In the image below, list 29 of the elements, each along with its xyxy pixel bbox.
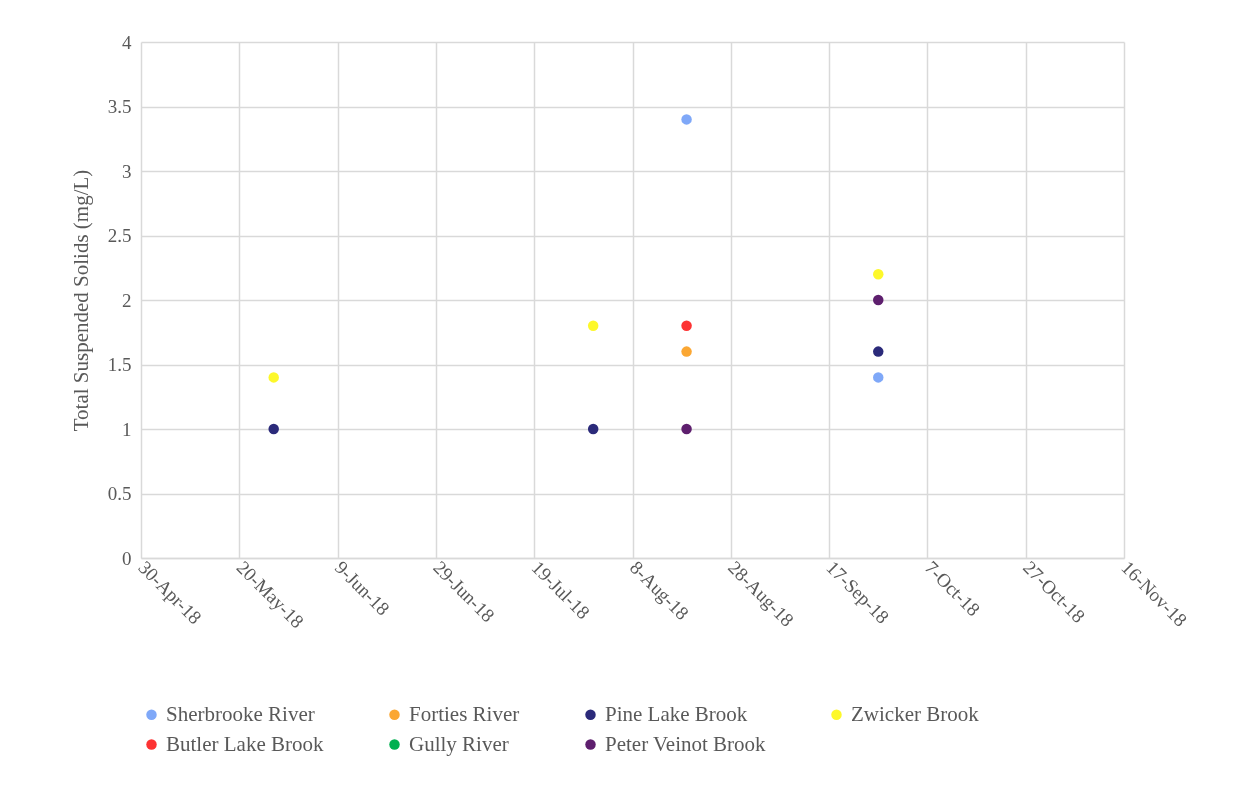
y-tick-label: 3	[122, 160, 132, 182]
legend-label: Zwicker Brook	[851, 701, 980, 726]
point	[587, 320, 599, 332]
point	[873, 294, 884, 306]
legend-label: Peter Veinot Brook	[605, 731, 767, 756]
point	[681, 346, 692, 357]
y-tick-label: 0.5	[107, 483, 132, 504]
point	[873, 372, 884, 383]
point	[268, 423, 279, 435]
point	[873, 346, 884, 357]
y-tick-label: 2.5	[107, 225, 132, 246]
legend-label: Gully River	[409, 731, 509, 756]
point	[681, 423, 692, 435]
y-tick-label: 2	[122, 289, 132, 311]
point	[587, 423, 599, 435]
legend-label: Butler Lake Brook	[166, 731, 324, 756]
legend-label: Sherbrooke River	[166, 701, 315, 726]
point	[873, 268, 884, 280]
legend-label: Forties River	[409, 701, 520, 726]
point	[681, 320, 692, 332]
y-tick-label: 1	[122, 418, 132, 440]
y-tick-label: 3.5	[107, 96, 132, 117]
point	[681, 114, 692, 125]
y-axis-title: Total Suspended Solids (mg/L)	[68, 169, 93, 432]
y-tick-label: 0	[122, 547, 132, 569]
legend-label: Pine Lake Brook	[605, 701, 748, 726]
y-tick-label: 4	[122, 31, 132, 53]
y-tick-label: 1.5	[107, 354, 132, 375]
point	[268, 372, 279, 383]
